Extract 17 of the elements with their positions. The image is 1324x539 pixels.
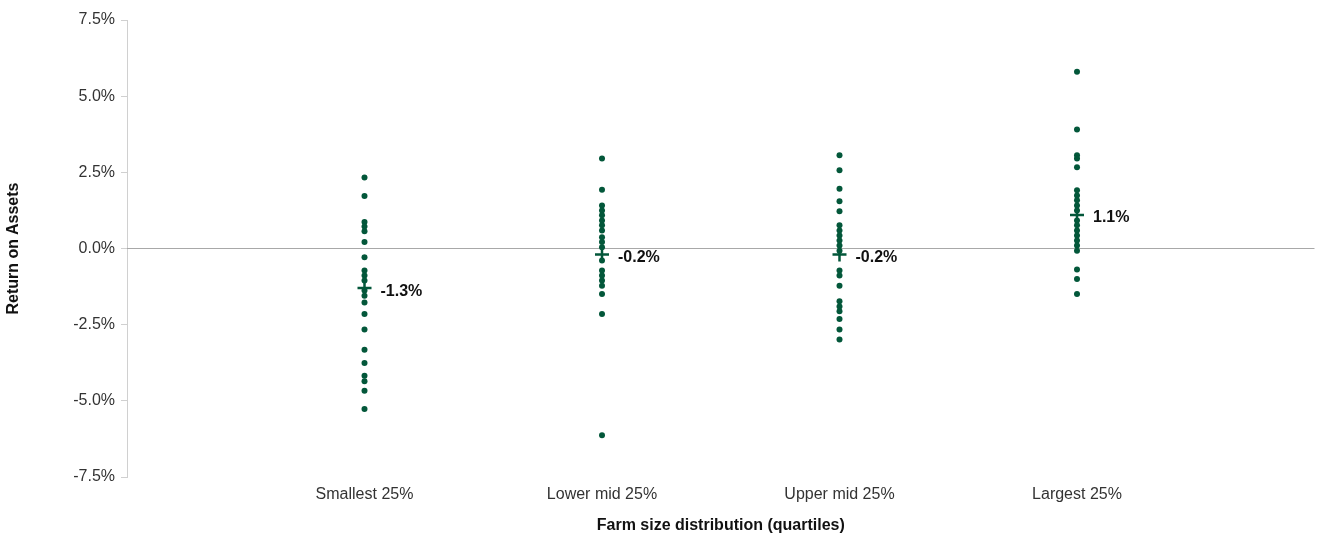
y-tick-label: 0.0% (78, 238, 115, 256)
data-label: -0.2% (855, 248, 898, 265)
y-axis-title: Return on Assets (4, 182, 22, 315)
y-tick-label: -5.0% (73, 391, 115, 409)
x-axis-title: Farm size distribution (quartiles) (596, 515, 845, 533)
x-tick-label: Upper mid 25% (784, 485, 895, 503)
data-label: -1.3% (380, 281, 423, 299)
data-label: 1.1% (1093, 208, 1130, 226)
data-label: -0.2% (618, 248, 660, 265)
y-tick-label: -2.5% (73, 315, 115, 333)
y-tick-label: 5.0% (78, 86, 115, 104)
y-tick-label: -7.5% (73, 467, 115, 485)
y-tick-label: 7.5% (78, 10, 115, 28)
y-tick-label: 2.5% (78, 162, 115, 180)
x-tick-label: Smallest 25% (315, 485, 414, 503)
x-tick-label: Lower mid 25% (546, 485, 658, 503)
x-tick-label: Largest 25% (1032, 485, 1122, 503)
